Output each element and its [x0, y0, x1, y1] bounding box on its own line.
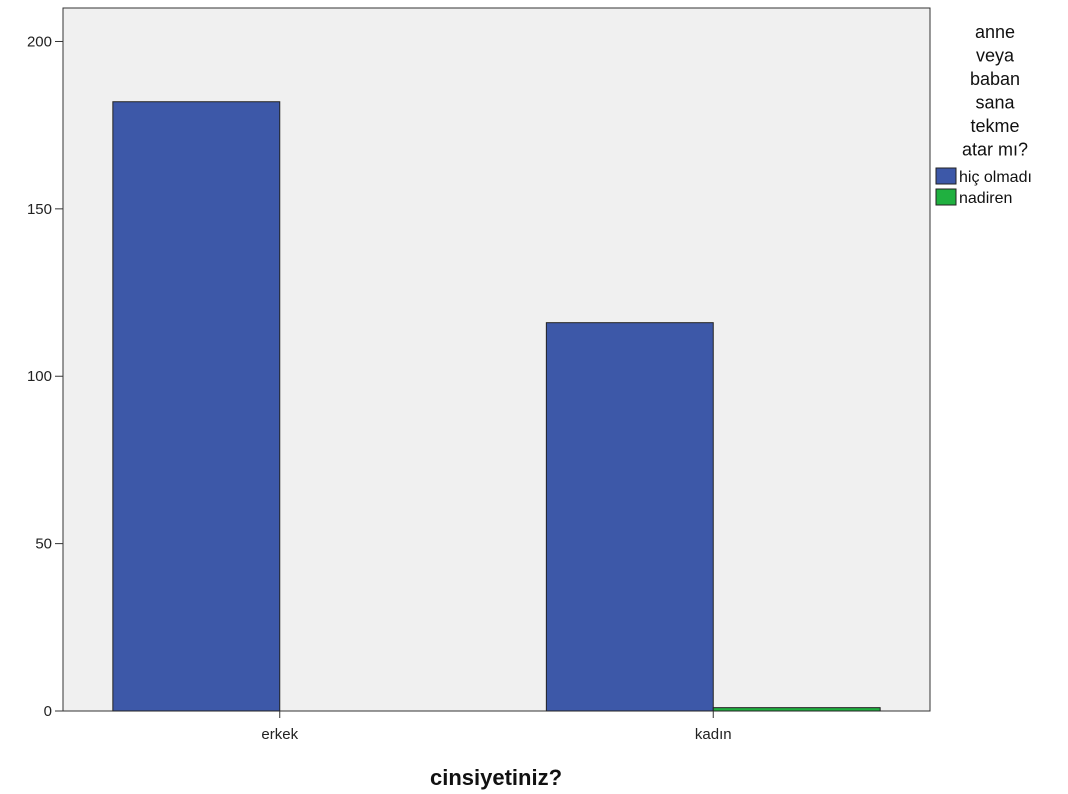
legend-title-line: atar mı?: [962, 140, 1028, 160]
y-tick-label: 50: [35, 536, 52, 553]
bar: [712, 707, 881, 712]
y-tick-label: 150: [27, 201, 52, 218]
legend-title-line: anne: [975, 22, 1015, 42]
legend-title-line: tekme: [970, 116, 1019, 136]
y-tick-label: 100: [27, 368, 52, 385]
x-tick-label: erkek: [261, 726, 298, 743]
legend: anne veya baban sana tekme atar mı? hiç olmadı…: [935, 22, 1032, 207]
bars: [112, 101, 881, 712]
bar: [112, 101, 281, 712]
legend-label: hiç olmadı: [959, 169, 1032, 186]
legend-swatch: [935, 167, 957, 185]
x-axis: erkek kadın: [261, 711, 732, 743]
legend-title-line: veya: [976, 46, 1015, 66]
legend-title-line: baban: [970, 69, 1020, 89]
x-axis-label: cinsiyetiniz?: [430, 765, 562, 790]
legend-label: nadiren: [959, 190, 1012, 207]
legend-title-line: sana: [975, 93, 1015, 113]
bar: [545, 322, 714, 712]
legend-swatch: [935, 188, 957, 206]
x-tick-label: kadın: [695, 726, 732, 743]
y-tick-label: 0: [44, 703, 52, 720]
y-axis: 0 50 100 150 200: [27, 33, 63, 720]
y-tick-label: 200: [27, 33, 52, 50]
